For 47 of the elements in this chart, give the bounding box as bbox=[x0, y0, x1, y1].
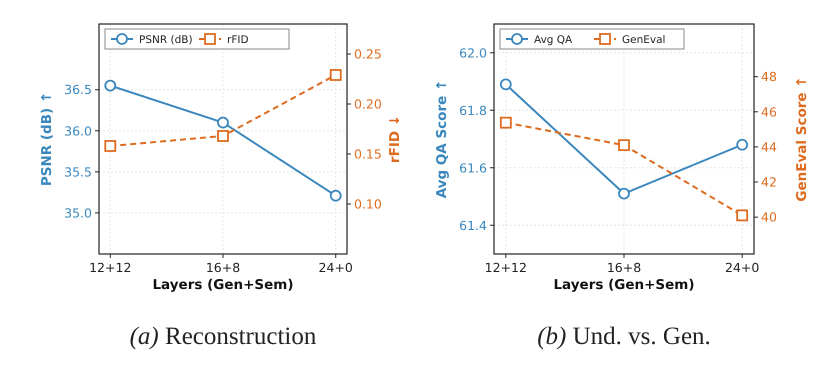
text: (b) Und. vs. Gen. bbox=[537, 323, 711, 350]
y-tick-label: 61.8 bbox=[459, 102, 488, 118]
y2-tick-label: 0.25 bbox=[354, 46, 382, 62]
point bbox=[500, 78, 512, 90]
point bbox=[104, 80, 116, 92]
point bbox=[618, 139, 630, 152]
x-tick-label: 16+8 bbox=[606, 260, 642, 275]
y-axis-title: PSNR (dB) ↑ bbox=[39, 92, 55, 186]
y2-tick-label: 44 bbox=[761, 139, 777, 154]
y-tick-label: 36.0 bbox=[64, 123, 92, 138]
legend-label: PSNR (dB) bbox=[139, 34, 193, 46]
legend-label: Avg QA bbox=[534, 34, 574, 46]
y2-axis-title: GenEval Score ↑ bbox=[794, 76, 810, 202]
legend-label: GenEval bbox=[622, 34, 666, 46]
x-axis-title: Layers (Gen+Sem) bbox=[553, 277, 695, 293]
text: (a) Reconstruction bbox=[130, 323, 317, 350]
point bbox=[618, 188, 630, 200]
y2-tick-label: 46 bbox=[761, 104, 777, 120]
y2-tick-label: 0.10 bbox=[354, 196, 382, 212]
y2-tick-label: 40 bbox=[761, 210, 777, 225]
x-axis-title: Layers (Gen+Sem) bbox=[152, 277, 294, 293]
y-tick-label: 35.0 bbox=[64, 205, 92, 220]
x-tick-label: 24+0 bbox=[318, 260, 353, 275]
y2-tick-label: 42 bbox=[761, 174, 777, 190]
y2-tick-label: 0.20 bbox=[354, 96, 382, 112]
y2-tick-label: 0.15 bbox=[354, 146, 382, 162]
point bbox=[500, 116, 512, 129]
y-tick-label: 35.5 bbox=[64, 164, 92, 180]
y2-axis-title: rFID ↓ bbox=[387, 114, 403, 164]
y-tick-label: 62.0 bbox=[459, 45, 488, 60]
point bbox=[736, 138, 748, 151]
point bbox=[217, 116, 229, 128]
x-tick-label: 12+12 bbox=[89, 260, 132, 275]
point bbox=[330, 69, 342, 81]
y-tick-label: 61.6 bbox=[459, 160, 488, 176]
y2-tick-label: 48 bbox=[761, 69, 777, 84]
point bbox=[104, 140, 116, 152]
y-axis-title: Avg QA Score ↑ bbox=[434, 80, 450, 198]
x-tick-label: 24+0 bbox=[725, 260, 760, 275]
point bbox=[217, 130, 229, 142]
x-tick-label: 16+8 bbox=[206, 260, 240, 275]
point bbox=[330, 190, 342, 202]
point bbox=[736, 209, 748, 222]
y-tick-label: 36.5 bbox=[64, 82, 92, 98]
x-tick-label: 12+12 bbox=[484, 260, 527, 275]
legend-label: rFID bbox=[227, 34, 249, 46]
y-tick-label: 61.4 bbox=[459, 218, 488, 233]
